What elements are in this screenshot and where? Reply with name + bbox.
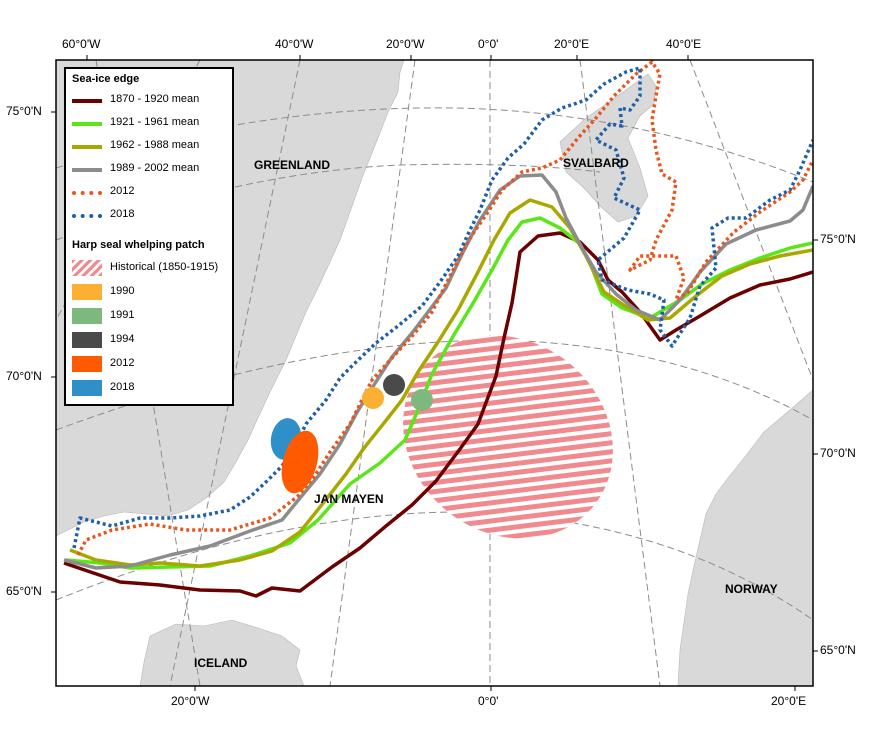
legend-label: 1921 - 1961 mean <box>110 116 200 128</box>
legend-label: 2012 <box>110 357 135 369</box>
top-axis-label-60w: 60°0'W <box>62 37 101 51</box>
legend-label: 1991 <box>110 309 135 321</box>
region-label-iceland: ICELAND <box>194 656 248 670</box>
top-axis-label-40e: 40°0'E <box>666 37 702 51</box>
iceland-landmass <box>139 619 305 686</box>
legend-label: 2018 <box>110 208 135 220</box>
legend-line-swatch <box>72 145 102 149</box>
legend-line-swatch <box>72 168 102 172</box>
ice-edge-2012 <box>76 60 813 556</box>
legend-fill-swatch <box>72 284 102 300</box>
legend-line-swatch <box>72 122 102 126</box>
region-label-jan-mayen: JAN MAYEN <box>314 492 384 506</box>
legend-item-2018: 2018 <box>72 205 232 225</box>
bottom-axis-label-20e: 20°0'E <box>771 694 807 708</box>
svalbard-landmass <box>559 73 657 223</box>
whelping-patch-1991 <box>411 389 433 411</box>
legend-label: 1994 <box>110 333 135 345</box>
legend-item-1990: 1990 <box>72 282 232 302</box>
legend-fill-swatch <box>72 356 102 372</box>
legend-item-2012-patch: 2012 <box>72 354 232 374</box>
legend-fill-swatch <box>72 380 102 396</box>
right-axis-label-70n: 70°0'N <box>820 446 856 460</box>
legend-item-1962-1988: 1962 - 1988 mean <box>72 136 232 156</box>
legend-label: 2018 <box>110 381 135 393</box>
ice-edge-1989-2002 <box>63 173 813 570</box>
legend-title-sea-ice: Sea-ice edge <box>72 73 140 85</box>
whelping-patch-1994 <box>383 374 405 396</box>
legend-hatch-swatch <box>72 260 102 276</box>
region-label-svalbard: SVALBARD <box>563 156 629 170</box>
legend-line-swatch <box>72 99 102 103</box>
region-label-norway: NORWAY <box>725 582 778 596</box>
left-axis-label-70n: 70°0'N <box>6 369 42 383</box>
legend-item-historical: Historical (1850-1915) <box>72 258 232 278</box>
legend-item-2018-patch: 2018 <box>72 378 232 398</box>
legend-label: Historical (1850-1915) <box>110 261 219 273</box>
map-legend: Sea-ice edge 1870 - 1920 mean 1921 - 196… <box>64 67 234 406</box>
legend-label: 1870 - 1920 mean <box>110 93 200 105</box>
legend-item-1994: 1994 <box>72 330 232 350</box>
norway-landmass <box>677 389 813 686</box>
legend-item-1991: 1991 <box>72 306 232 326</box>
ice-edge-1870-1920 <box>63 231 813 598</box>
region-label-greenland: GREENLAND <box>254 158 331 172</box>
legend-label: 2012 <box>110 185 135 197</box>
whelping-patch-historical <box>403 335 613 539</box>
top-axis-label-0: 0°0' <box>478 37 499 51</box>
legend-label: 1962 - 1988 mean <box>110 139 200 151</box>
legend-fill-swatch <box>72 332 102 348</box>
legend-line-swatch <box>72 191 102 195</box>
top-axis-label-20e: 20°0'E <box>554 37 590 51</box>
top-axis-label-40w: 40°0'W <box>275 37 314 51</box>
ice-edge-1962-1988 <box>69 198 813 568</box>
axis-ticks <box>51 55 818 691</box>
ice-edge-2018 <box>72 66 813 549</box>
whelping-patch-1990 <box>362 387 384 409</box>
bottom-axis-label-0: 0°0' <box>478 694 499 708</box>
legend-line-swatch <box>72 214 102 218</box>
legend-item-1989-2002: 1989 - 2002 mean <box>72 159 232 179</box>
bottom-axis-label-20w: 20°0'W <box>171 694 210 708</box>
top-axis-label-20w: 20°0'W <box>386 37 425 51</box>
legend-item-1870-1920: 1870 - 1920 mean <box>72 90 232 110</box>
left-axis-label-75n: 75°0'N <box>6 104 42 118</box>
legend-label: 1990 <box>110 285 135 297</box>
legend-title-whelping: Harp seal whelping patch <box>72 239 205 251</box>
right-axis-label-75n: 75°0'N <box>820 232 856 246</box>
map-frame <box>55 59 814 687</box>
legend-label: 1989 - 2002 mean <box>110 162 200 174</box>
whelping-patch-2012 <box>281 430 319 494</box>
legend-item-1921-1961: 1921 - 1961 mean <box>72 113 232 133</box>
legend-fill-swatch <box>72 308 102 324</box>
left-axis-label-65n: 65°0'N <box>6 584 42 598</box>
right-axis-label-65n: 65°0'N <box>820 643 856 657</box>
legend-item-2012: 2012 <box>72 182 232 202</box>
